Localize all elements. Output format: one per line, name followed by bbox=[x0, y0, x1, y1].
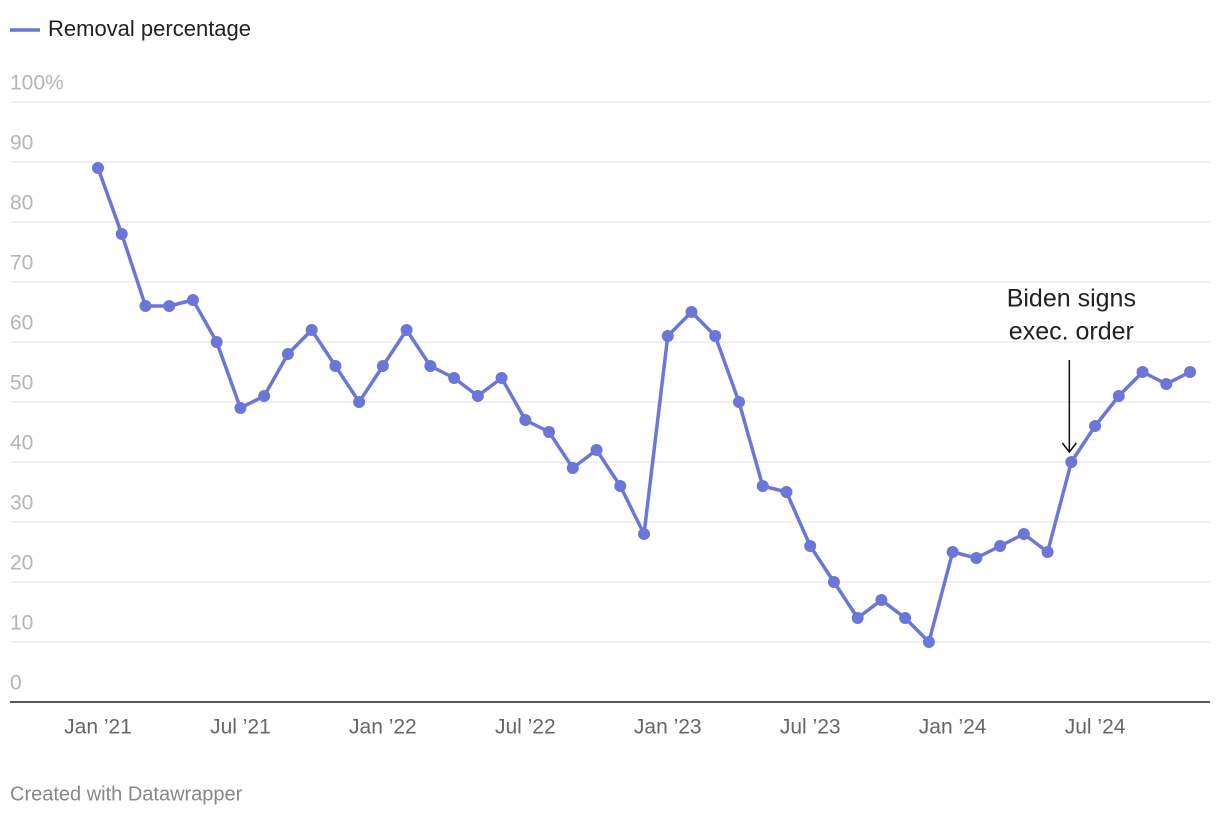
legend-label: Removal percentage bbox=[48, 16, 251, 41]
data-point bbox=[1136, 366, 1149, 378]
data-point bbox=[139, 300, 152, 312]
data-point bbox=[875, 594, 888, 606]
data-point bbox=[899, 612, 912, 624]
data-point bbox=[566, 462, 579, 474]
data-point bbox=[258, 390, 271, 402]
y-tick-label: 70 bbox=[10, 252, 33, 275]
data-point bbox=[994, 540, 1007, 552]
x-tick-label: Jan ’21 bbox=[64, 716, 132, 739]
data-point bbox=[1089, 420, 1102, 432]
data-point bbox=[732, 396, 745, 408]
x-tick-label: Jul ’23 bbox=[780, 716, 841, 739]
data-point bbox=[353, 396, 366, 408]
y-tick-label: 30 bbox=[10, 492, 33, 515]
data-point bbox=[614, 480, 627, 492]
source-note: Created with Datawrapper bbox=[10, 783, 243, 805]
annotation-text: Biden signs bbox=[1007, 285, 1136, 313]
data-point bbox=[210, 336, 223, 348]
data-point bbox=[709, 330, 722, 342]
annotation-arrowhead bbox=[1061, 442, 1077, 454]
data-point bbox=[92, 162, 104, 174]
y-tick-label: 0 bbox=[10, 672, 22, 695]
data-point bbox=[519, 414, 532, 426]
data-point bbox=[471, 390, 484, 402]
x-tick-label: Jan ’24 bbox=[919, 716, 987, 739]
x-tick-label: Jul ’24 bbox=[1065, 716, 1126, 739]
annotation-text: exec. order bbox=[1009, 318, 1134, 346]
data-point bbox=[638, 528, 651, 540]
data-point bbox=[400, 324, 413, 336]
y-tick-label: 90 bbox=[10, 132, 33, 155]
data-point bbox=[590, 444, 603, 456]
data-point bbox=[329, 360, 342, 372]
data-point bbox=[1041, 546, 1054, 558]
data-point bbox=[424, 360, 437, 372]
data-point bbox=[922, 636, 935, 648]
y-tick-label: 50 bbox=[10, 372, 33, 395]
y-tick-label: 40 bbox=[10, 432, 33, 455]
data-point bbox=[1184, 366, 1197, 378]
data-point bbox=[827, 576, 840, 588]
data-point bbox=[1112, 390, 1125, 402]
x-tick-label: Jul ’21 bbox=[210, 716, 271, 739]
data-point bbox=[661, 330, 674, 342]
series-line bbox=[96, 167, 1191, 644]
x-tick-label: Jul ’22 bbox=[495, 716, 556, 739]
data-point bbox=[281, 348, 294, 360]
data-point bbox=[448, 372, 461, 384]
data-point bbox=[234, 402, 247, 414]
data-point bbox=[186, 294, 199, 306]
data-point bbox=[376, 360, 389, 372]
data-point bbox=[543, 426, 556, 438]
data-point bbox=[1065, 456, 1078, 468]
y-tick-label: 100% bbox=[10, 72, 64, 95]
data-point bbox=[163, 300, 176, 312]
x-tick-label: Jan ’22 bbox=[349, 716, 417, 739]
data-point bbox=[851, 612, 864, 624]
data-point bbox=[115, 228, 128, 240]
y-tick-label: 20 bbox=[10, 552, 33, 575]
data-point bbox=[946, 546, 959, 558]
data-point bbox=[1017, 528, 1030, 540]
data-point bbox=[756, 480, 769, 492]
data-point bbox=[305, 324, 318, 336]
y-tick-label: 80 bbox=[10, 192, 33, 215]
data-point bbox=[1160, 378, 1173, 390]
data-point bbox=[970, 552, 983, 564]
y-tick-label: 60 bbox=[10, 312, 33, 335]
data-point bbox=[685, 306, 698, 318]
data-point bbox=[780, 486, 793, 498]
x-tick-label: Jan ’23 bbox=[634, 716, 702, 739]
data-point bbox=[804, 540, 817, 552]
data-point bbox=[495, 372, 508, 384]
y-tick-label: 10 bbox=[10, 612, 33, 635]
